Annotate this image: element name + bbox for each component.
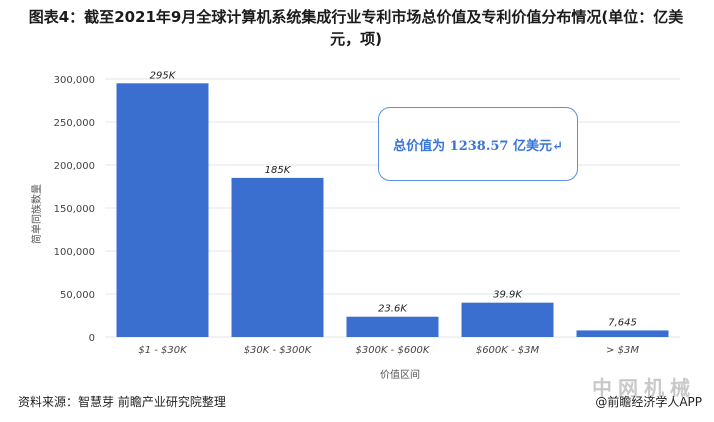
bar: [116, 83, 209, 337]
bar: [231, 177, 324, 337]
y-tick-label: 50,000: [60, 290, 95, 301]
y-tick-label: 200,000: [54, 161, 95, 172]
x-tick-label: $1 - $30K: [138, 345, 188, 356]
bar-data-label: 7,645: [608, 317, 637, 328]
bar: [461, 302, 554, 337]
bar-data-label: 295K: [150, 70, 177, 81]
x-axis-label: 价值区间: [380, 368, 420, 381]
site-watermark: 中网机械: [592, 376, 696, 400]
y-tick-label: 0: [89, 333, 95, 344]
x-tick-label: > $3M: [606, 345, 639, 356]
y-tick-label: 150,000: [54, 204, 95, 215]
credit-watermark: @前瞻经济学人APP: [595, 395, 702, 409]
total-value-annotation: 总价值为 1238.57 亿美元↵: [378, 107, 578, 181]
bar: [576, 330, 669, 337]
bar-data-label: 185K: [265, 165, 292, 176]
y-axis-label: 简单同族数量: [30, 184, 43, 244]
bar-data-label: 23.6K: [378, 304, 408, 315]
y-tick-label: 250,000: [54, 118, 95, 129]
x-tick-label: $30K - $300K: [244, 345, 313, 356]
chart-title: 图表4：截至2021年9月全球计算机系统集成行业专利市场总价值及专利价值分布情况…: [28, 8, 684, 48]
x-tick-label: $300K - $600K: [356, 345, 431, 356]
y-tick-label: 100,000: [54, 247, 95, 258]
source-note: 资料来源：智慧芽 前瞻产业研究院整理: [18, 395, 226, 409]
y-tick-label: 300,000: [54, 75, 95, 86]
x-tick-label: $600K - $3M: [476, 345, 540, 356]
bar: [346, 316, 439, 337]
bar-data-label: 39.9K: [493, 290, 523, 301]
